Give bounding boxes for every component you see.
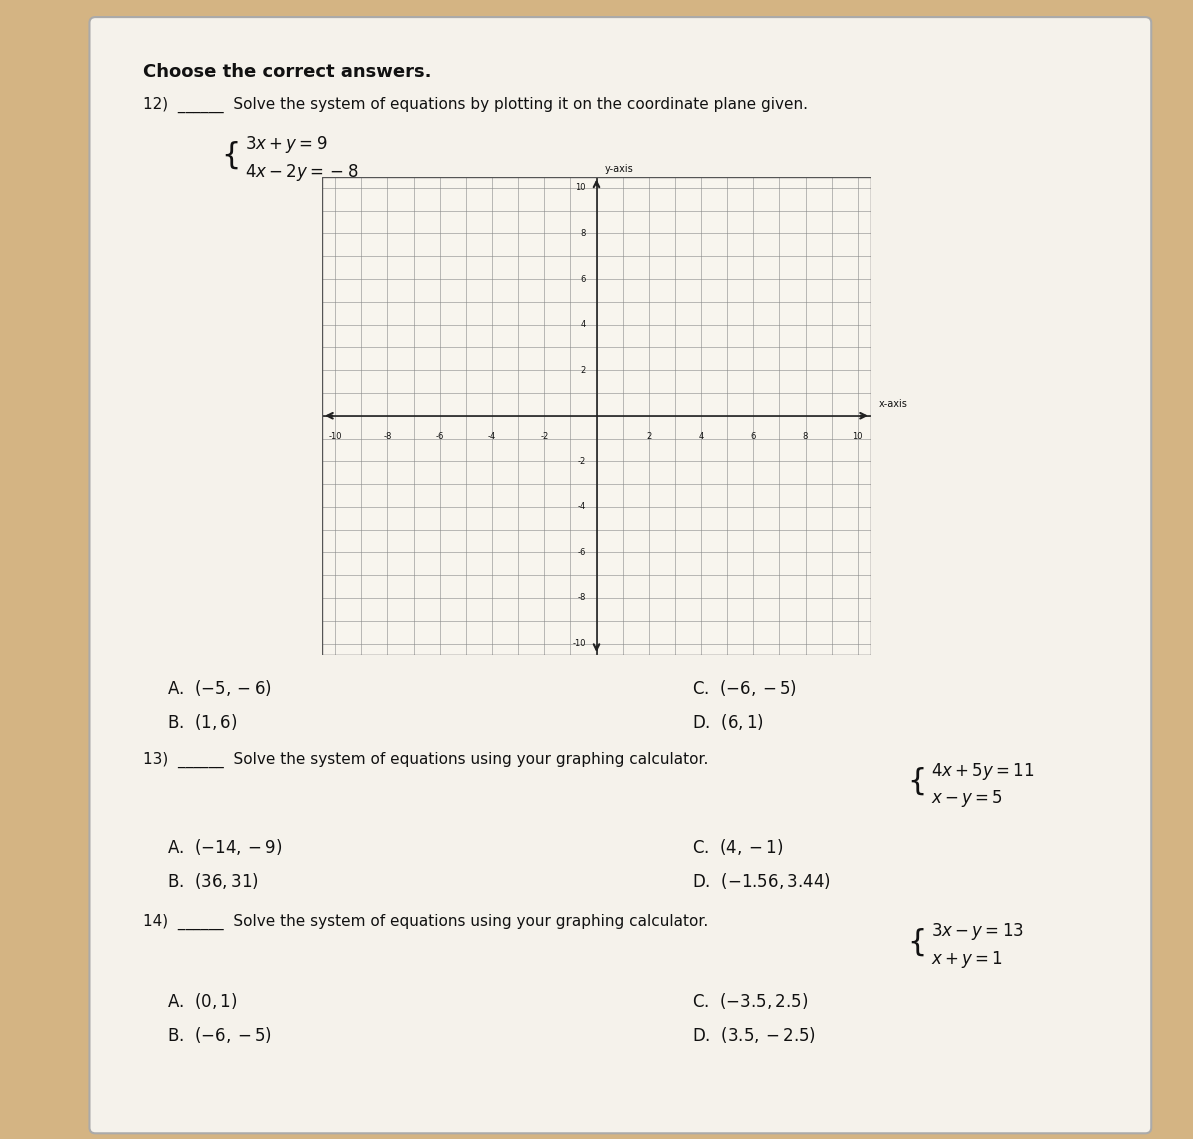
Text: Choose the correct answers.: Choose the correct answers. bbox=[143, 63, 432, 81]
Text: $\{$: $\{$ bbox=[221, 139, 239, 171]
FancyBboxPatch shape bbox=[89, 17, 1151, 1133]
Text: -4: -4 bbox=[577, 502, 586, 511]
Text: -2: -2 bbox=[577, 457, 586, 466]
Text: -6: -6 bbox=[435, 432, 444, 441]
Text: $4x + 5y = 11$: $4x + 5y = 11$ bbox=[931, 761, 1034, 781]
Text: A.  $(-14,-9)$: A. $(-14,-9)$ bbox=[167, 837, 283, 858]
Text: D.  $(3.5,-2.5)$: D. $(3.5,-2.5)$ bbox=[692, 1025, 816, 1046]
Text: $3x + y = 9$: $3x + y = 9$ bbox=[245, 134, 327, 155]
Text: 2: 2 bbox=[647, 432, 651, 441]
Text: 8: 8 bbox=[803, 432, 808, 441]
Text: C.  $(-3.5,2.5)$: C. $(-3.5,2.5)$ bbox=[692, 991, 809, 1011]
Text: 4: 4 bbox=[698, 432, 704, 441]
Text: -6: -6 bbox=[577, 548, 586, 557]
Text: $3x - y = 13$: $3x - y = 13$ bbox=[931, 921, 1024, 942]
Text: 14)  ______  Solve the system of equations using your graphing calculator.: 14) ______ Solve the system of equations… bbox=[143, 913, 709, 929]
Text: 2: 2 bbox=[581, 366, 586, 375]
Text: B.  $(1,6)$: B. $(1,6)$ bbox=[167, 712, 237, 732]
Text: 6: 6 bbox=[750, 432, 756, 441]
Text: -8: -8 bbox=[383, 432, 391, 441]
Text: -10: -10 bbox=[573, 639, 586, 648]
Text: 12)  ______  Solve the system of equations by plotting it on the coordinate plan: 12) ______ Solve the system of equations… bbox=[143, 97, 808, 113]
Text: -10: -10 bbox=[328, 432, 342, 441]
Text: D.  $(6,1)$: D. $(6,1)$ bbox=[692, 712, 764, 732]
Text: -8: -8 bbox=[577, 593, 586, 603]
Text: D.  $(-1.56,3.44)$: D. $(-1.56,3.44)$ bbox=[692, 871, 830, 892]
Text: x-axis: x-axis bbox=[879, 399, 908, 409]
Text: 13)  ______  Solve the system of equations using your graphing calculator.: 13) ______ Solve the system of equations… bbox=[143, 752, 709, 768]
Text: $\{$: $\{$ bbox=[907, 765, 925, 797]
Text: 6: 6 bbox=[581, 274, 586, 284]
Text: 10: 10 bbox=[575, 183, 586, 192]
Text: A.  $(-5,-6)$: A. $(-5,-6)$ bbox=[167, 678, 272, 698]
Text: $x + y = 1$: $x + y = 1$ bbox=[931, 949, 1002, 969]
Text: A.  $(0,1)$: A. $(0,1)$ bbox=[167, 991, 237, 1011]
Text: C.  $(-6,-5)$: C. $(-6,-5)$ bbox=[692, 678, 797, 698]
Text: 8: 8 bbox=[581, 229, 586, 238]
Text: 10: 10 bbox=[853, 432, 863, 441]
Text: B.  $(36,31)$: B. $(36,31)$ bbox=[167, 871, 259, 892]
Text: B.  $(-6,-5)$: B. $(-6,-5)$ bbox=[167, 1025, 272, 1046]
Text: -4: -4 bbox=[488, 432, 496, 441]
Text: 4: 4 bbox=[581, 320, 586, 329]
Text: -2: -2 bbox=[540, 432, 549, 441]
Text: $x - y = 5$: $x - y = 5$ bbox=[931, 788, 1002, 809]
Text: y-axis: y-axis bbox=[605, 164, 633, 174]
Text: $\{$: $\{$ bbox=[907, 926, 925, 958]
Text: C.  $(4,-1)$: C. $(4,-1)$ bbox=[692, 837, 783, 858]
Text: $4x - 2y = -8$: $4x - 2y = -8$ bbox=[245, 162, 358, 182]
